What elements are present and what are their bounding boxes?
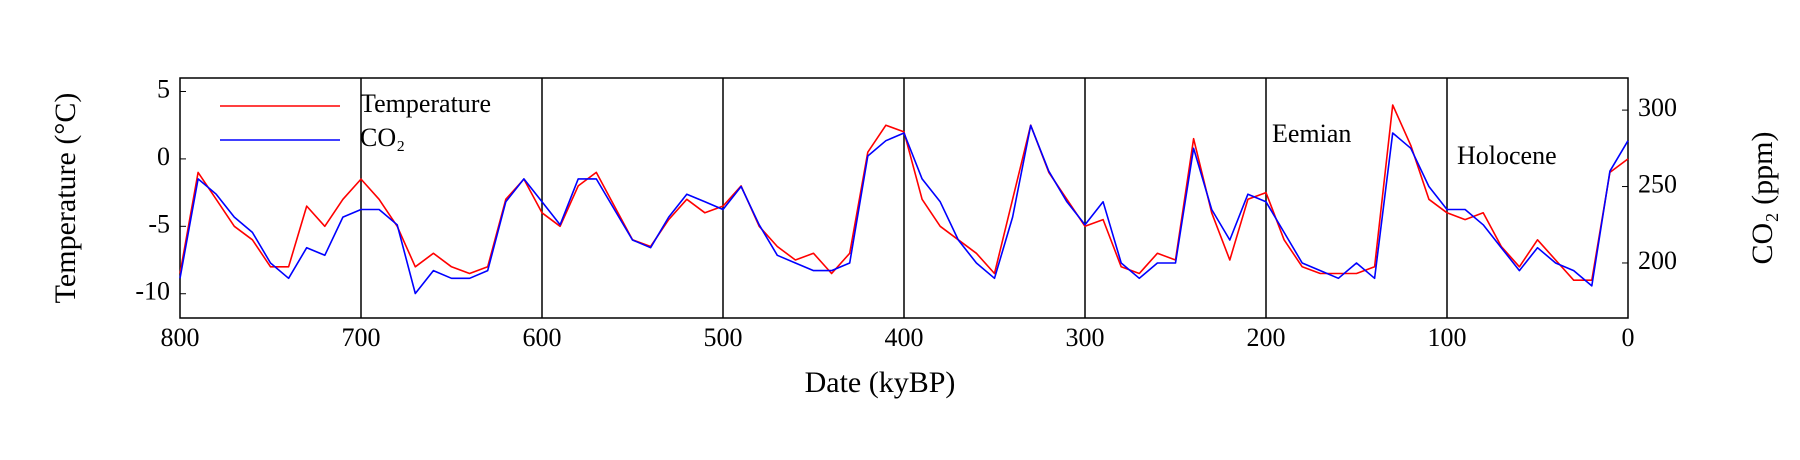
x-tick-label: 200: [1247, 323, 1286, 352]
x-tick-label: 800: [161, 323, 200, 352]
y2-axis-label: CO₂ (ppm): [1746, 132, 1779, 265]
y-tick-label: 0: [157, 142, 170, 171]
x-tick-label: 600: [523, 323, 562, 352]
x-tick-label: 0: [1622, 323, 1635, 352]
y2-tick-label: 250: [1638, 170, 1677, 199]
y-axis-label: Temperature (°C): [49, 93, 82, 304]
series-line: [179, 124, 1629, 295]
x-tick-label: 300: [1066, 323, 1105, 352]
y-tick-label: -10: [135, 277, 170, 306]
legend-label: CO₂: [360, 123, 405, 152]
x-axis-label: Date (kyBP): [805, 366, 956, 399]
series-line: [179, 104, 1629, 281]
x-tick-label: 100: [1428, 323, 1467, 352]
y2-tick-label: 200: [1638, 246, 1677, 275]
y-tick-label: 5: [157, 74, 170, 103]
x-tick-label: 500: [704, 323, 743, 352]
y-tick-label: -5: [148, 209, 170, 238]
legend-label: Temperature: [360, 89, 491, 118]
y2-tick-label: 300: [1638, 93, 1677, 122]
annotation: Eemian: [1272, 119, 1351, 148]
annotation: Holocene: [1457, 141, 1557, 170]
x-tick-label: 700: [342, 323, 381, 352]
x-tick-label: 400: [885, 323, 924, 352]
